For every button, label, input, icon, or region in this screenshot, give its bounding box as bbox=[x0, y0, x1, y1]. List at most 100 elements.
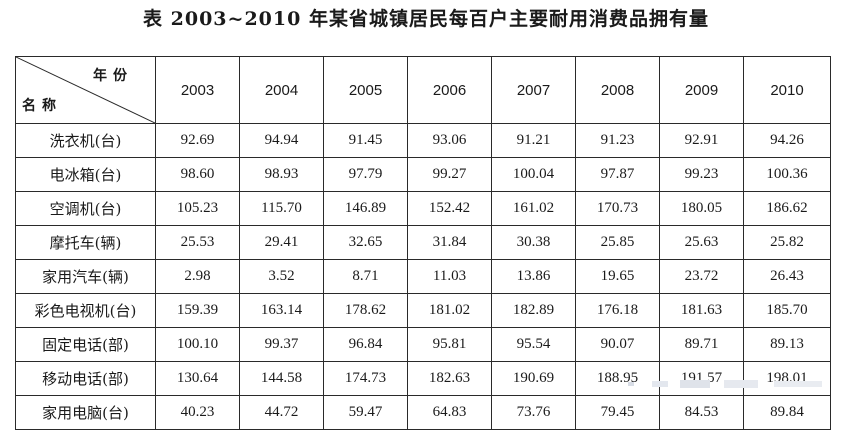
value-cell: 163.14 bbox=[239, 293, 324, 328]
value-cell: 11.03 bbox=[407, 259, 492, 294]
value-cell: 144.58 bbox=[239, 361, 324, 396]
value-cell: 180.05 bbox=[659, 191, 744, 226]
value-cell: 198.01 bbox=[743, 361, 831, 396]
value-cell: 176.18 bbox=[575, 293, 660, 328]
value-cell: 64.83 bbox=[407, 395, 492, 430]
year-header: 2006 bbox=[407, 56, 492, 124]
value-cell: 91.21 bbox=[491, 123, 576, 158]
value-cell: 89.13 bbox=[743, 327, 831, 362]
value-cell: 44.72 bbox=[239, 395, 324, 430]
value-cell: 31.84 bbox=[407, 225, 492, 260]
row-label-cell: 电冰箱(台) bbox=[15, 157, 156, 192]
value-cell: 186.62 bbox=[743, 191, 831, 226]
value-cell: 99.37 bbox=[239, 327, 324, 362]
row-label-cell: 空调机(台) bbox=[15, 191, 156, 226]
year-header: 2010 bbox=[743, 56, 831, 124]
value-cell: 92.91 bbox=[659, 123, 744, 158]
row-label-cell: 固定电话(部) bbox=[15, 327, 156, 362]
year-header: 2004 bbox=[239, 56, 324, 124]
row-label-cell: 摩托车(辆) bbox=[15, 225, 156, 260]
value-cell: 13.86 bbox=[491, 259, 576, 294]
table-row: 固定电话(部) 100.10 99.37 96.84 95.81 95.54 90.07 89… bbox=[15, 327, 831, 362]
value-cell: 3.52 bbox=[239, 259, 324, 294]
value-cell: 89.84 bbox=[743, 395, 831, 430]
value-cell: 23.72 bbox=[659, 259, 744, 294]
value-cell: 89.71 bbox=[659, 327, 744, 362]
value-cell: 181.63 bbox=[659, 293, 744, 328]
row-label-cell: 家用电脑(台) bbox=[15, 395, 156, 430]
value-cell: 97.87 bbox=[575, 157, 660, 192]
value-cell: 178.62 bbox=[323, 293, 408, 328]
value-cell: 100.10 bbox=[155, 327, 240, 362]
value-cell: 130.64 bbox=[155, 361, 240, 396]
value-cell: 174.73 bbox=[323, 361, 408, 396]
table-row: 电冰箱(台) 98.60 98.93 97.79 99.27 100.04 97.87 99.… bbox=[15, 157, 831, 192]
page-title: 表 2003~2010 年某省城镇居民每百户主要耐用消费品拥有量 bbox=[143, 8, 709, 30]
value-cell: 99.27 bbox=[407, 157, 492, 192]
value-cell: 29.41 bbox=[239, 225, 324, 260]
value-cell: 159.39 bbox=[155, 293, 240, 328]
value-cell: 96.84 bbox=[323, 327, 408, 362]
value-cell: 170.73 bbox=[575, 191, 660, 226]
table-row: 洗衣机(台) 92.69 94.94 91.45 93.06 91.21 91.23 92.9… bbox=[15, 123, 831, 158]
value-cell: 98.60 bbox=[155, 157, 240, 192]
value-cell: 190.69 bbox=[491, 361, 576, 396]
value-cell: 84.53 bbox=[659, 395, 744, 430]
value-cell: 161.02 bbox=[491, 191, 576, 226]
table-row: 摩托车(辆) 25.53 29.41 32.65 31.84 30.38 25.85 25.6… bbox=[15, 225, 831, 260]
value-cell: 26.43 bbox=[743, 259, 831, 294]
value-cell: 181.02 bbox=[407, 293, 492, 328]
value-cell: 25.63 bbox=[659, 225, 744, 260]
value-cell: 95.81 bbox=[407, 327, 492, 362]
diagonal-divider bbox=[16, 57, 155, 123]
corner-year-label: 年份 bbox=[93, 68, 133, 84]
value-cell: 25.82 bbox=[743, 225, 831, 260]
table-row: 家用汽车(辆) 2.98 3.52 8.71 11.03 13.86 19.65 23.72 2… bbox=[15, 259, 831, 294]
watermark-icon bbox=[628, 380, 822, 388]
value-cell: 25.85 bbox=[575, 225, 660, 260]
year-header: 2007 bbox=[491, 56, 576, 124]
value-cell: 100.36 bbox=[743, 157, 831, 192]
data-table: 年份 名称 2003 2004 2005 2006 2007 2008 2009… bbox=[15, 56, 831, 430]
value-cell: 59.47 bbox=[323, 395, 408, 430]
year-header: 2003 bbox=[155, 56, 240, 124]
value-cell: 19.65 bbox=[575, 259, 660, 294]
value-cell: 95.54 bbox=[491, 327, 576, 362]
value-cell: 73.76 bbox=[491, 395, 576, 430]
value-cell: 185.70 bbox=[743, 293, 831, 328]
value-cell: 2.98 bbox=[155, 259, 240, 294]
value-cell: 94.94 bbox=[239, 123, 324, 158]
value-cell: 99.23 bbox=[659, 157, 744, 192]
value-cell: 40.23 bbox=[155, 395, 240, 430]
value-cell: 91.45 bbox=[323, 123, 408, 158]
value-cell: 182.63 bbox=[407, 361, 492, 396]
row-label-cell: 洗衣机(台) bbox=[15, 123, 156, 158]
value-cell: 79.45 bbox=[575, 395, 660, 430]
table-row: 空调机(台) 105.23 115.70 146.89 152.42 161.02 170.… bbox=[15, 191, 831, 226]
row-label-cell: 移动电话(部) bbox=[15, 361, 156, 396]
value-cell: 98.93 bbox=[239, 157, 324, 192]
table-row: 彩色电视机(台) 159.39 163.14 178.62 181.02 182.89 17… bbox=[15, 293, 831, 328]
value-cell: 191.57 bbox=[659, 361, 744, 396]
value-cell: 30.38 bbox=[491, 225, 576, 260]
value-cell: 105.23 bbox=[155, 191, 240, 226]
row-label-cell: 家用汽车(辆) bbox=[15, 259, 156, 294]
year-header: 2009 bbox=[659, 56, 744, 124]
value-cell: 90.07 bbox=[575, 327, 660, 362]
value-cell: 97.79 bbox=[323, 157, 408, 192]
year-header: 2008 bbox=[575, 56, 660, 124]
value-cell: 182.89 bbox=[491, 293, 576, 328]
value-cell: 115.70 bbox=[239, 191, 324, 226]
table-row: 家用电脑(台) 40.23 44.72 59.47 64.83 73.76 79.45 84.… bbox=[15, 395, 831, 430]
value-cell: 25.53 bbox=[155, 225, 240, 260]
year-header: 2005 bbox=[323, 56, 408, 124]
header-row: 年份 名称 2003 2004 2005 2006 2007 2008 2009… bbox=[15, 56, 831, 124]
value-cell: 32.65 bbox=[323, 225, 408, 260]
value-cell: 92.69 bbox=[155, 123, 240, 158]
value-cell: 100.04 bbox=[491, 157, 576, 192]
corner-header-cell: 年份 名称 bbox=[15, 56, 156, 124]
table-row: 移动电话(部) 130.64 144.58 174.73 182.63 190.69 188… bbox=[15, 361, 831, 396]
value-cell: 8.71 bbox=[323, 259, 408, 294]
corner-name-label: 名称 bbox=[22, 98, 62, 114]
value-cell: 94.26 bbox=[743, 123, 831, 158]
